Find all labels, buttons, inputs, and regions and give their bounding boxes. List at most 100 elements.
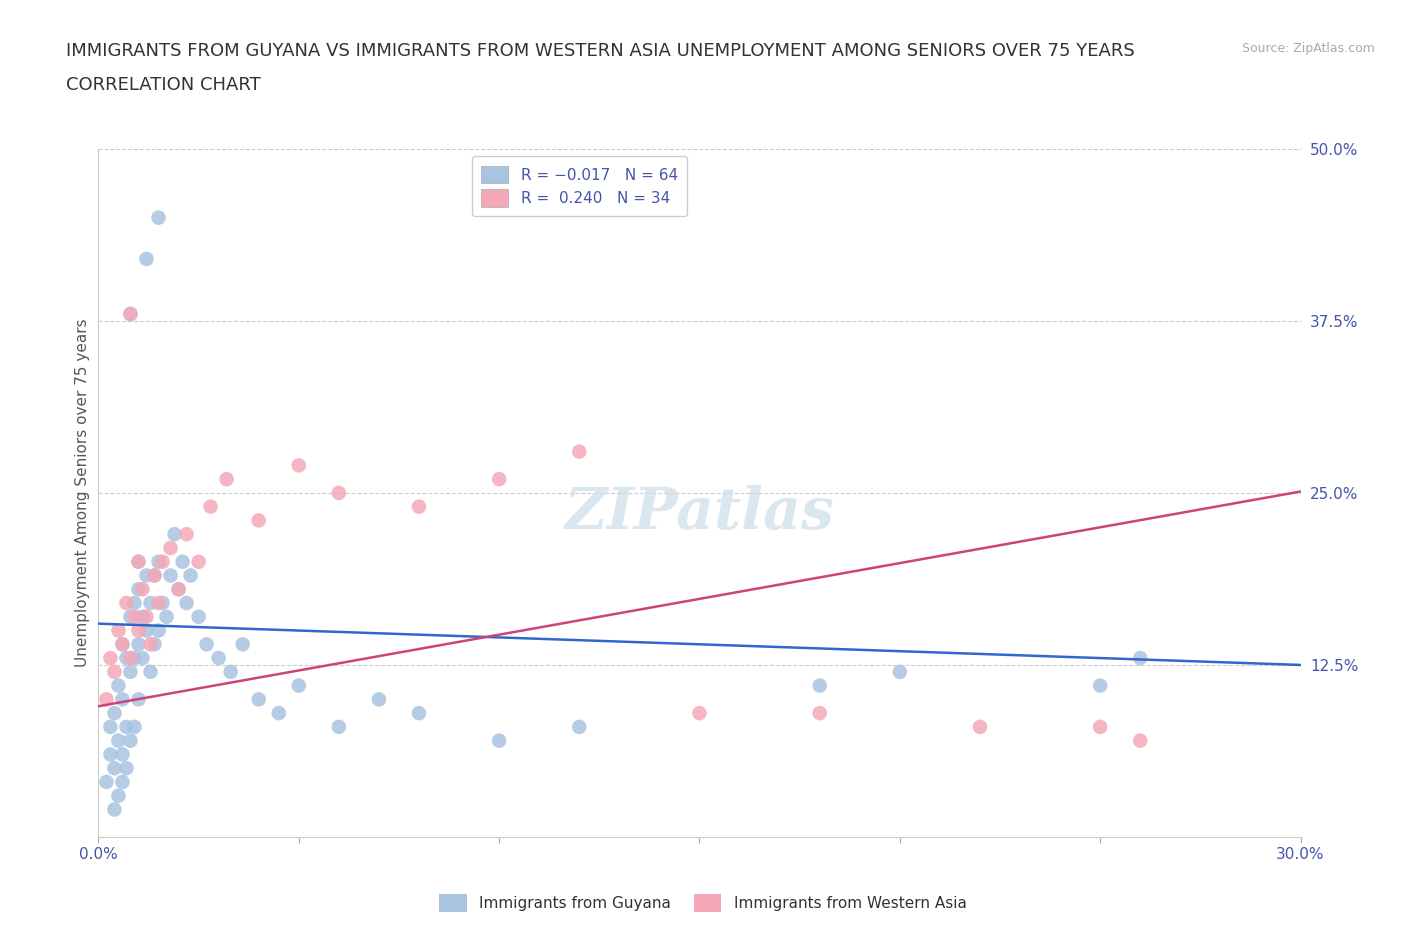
Text: ZIPatlas: ZIPatlas xyxy=(565,485,834,542)
Point xyxy=(159,540,181,555)
Point xyxy=(120,651,142,666)
Point xyxy=(111,747,134,762)
Point xyxy=(103,664,125,679)
Point xyxy=(139,664,162,679)
Point xyxy=(808,706,831,721)
Point xyxy=(107,733,129,748)
Point xyxy=(131,582,153,597)
Point xyxy=(889,664,911,679)
Point xyxy=(152,554,174,569)
Point xyxy=(139,637,162,652)
Point xyxy=(969,720,991,735)
Point xyxy=(159,568,181,583)
Point xyxy=(100,720,122,735)
Point xyxy=(143,568,166,583)
Point xyxy=(115,761,138,776)
Point xyxy=(180,568,202,583)
Point xyxy=(187,554,209,569)
Point xyxy=(107,678,129,693)
Point xyxy=(368,692,391,707)
Point xyxy=(1088,678,1111,693)
Point xyxy=(288,458,311,472)
Point xyxy=(111,637,134,652)
Point xyxy=(135,568,157,583)
Point xyxy=(107,623,129,638)
Legend: Immigrants from Guyana, Immigrants from Western Asia: Immigrants from Guyana, Immigrants from … xyxy=(433,888,973,918)
Point xyxy=(120,609,142,624)
Point xyxy=(128,692,150,707)
Point xyxy=(124,720,146,735)
Point xyxy=(568,445,591,459)
Point xyxy=(152,595,174,610)
Point xyxy=(128,554,150,569)
Point xyxy=(328,485,350,500)
Point xyxy=(96,692,118,707)
Point xyxy=(215,472,238,486)
Point xyxy=(96,775,118,790)
Point xyxy=(143,568,166,583)
Point xyxy=(103,706,125,721)
Point xyxy=(128,637,150,652)
Text: CORRELATION CHART: CORRELATION CHART xyxy=(66,76,262,94)
Point xyxy=(247,513,270,528)
Point xyxy=(163,526,186,541)
Point xyxy=(200,499,222,514)
Point xyxy=(167,582,190,597)
Point xyxy=(128,623,150,638)
Point xyxy=(195,637,218,652)
Point xyxy=(124,595,146,610)
Y-axis label: Unemployment Among Seniors over 75 years: Unemployment Among Seniors over 75 years xyxy=(75,319,90,667)
Point xyxy=(288,678,311,693)
Point xyxy=(135,623,157,638)
Point xyxy=(120,307,142,322)
Point xyxy=(1088,720,1111,735)
Point xyxy=(111,692,134,707)
Point xyxy=(247,692,270,707)
Point xyxy=(131,609,153,624)
Point xyxy=(148,210,170,225)
Point xyxy=(408,706,430,721)
Point xyxy=(808,678,831,693)
Point xyxy=(115,720,138,735)
Point xyxy=(176,526,198,541)
Point xyxy=(1129,733,1152,748)
Point xyxy=(139,595,162,610)
Point xyxy=(128,554,150,569)
Point xyxy=(100,747,122,762)
Point xyxy=(148,623,170,638)
Point xyxy=(100,651,122,666)
Point xyxy=(176,595,198,610)
Point xyxy=(148,595,170,610)
Text: IMMIGRANTS FROM GUYANA VS IMMIGRANTS FROM WESTERN ASIA UNEMPLOYMENT AMONG SENIOR: IMMIGRANTS FROM GUYANA VS IMMIGRANTS FRO… xyxy=(66,42,1135,60)
Point xyxy=(124,609,146,624)
Point xyxy=(328,720,350,735)
Point xyxy=(148,554,170,569)
Point xyxy=(219,664,242,679)
Point xyxy=(187,609,209,624)
Text: Source: ZipAtlas.com: Source: ZipAtlas.com xyxy=(1241,42,1375,55)
Point xyxy=(208,651,231,666)
Point xyxy=(568,720,591,735)
Legend: R = −0.017   N = 64, R =  0.240   N = 34: R = −0.017 N = 64, R = 0.240 N = 34 xyxy=(471,156,688,216)
Point xyxy=(115,651,138,666)
Point xyxy=(232,637,254,652)
Point xyxy=(115,595,138,610)
Point xyxy=(120,664,142,679)
Point xyxy=(143,637,166,652)
Point xyxy=(111,775,134,790)
Point xyxy=(488,472,510,486)
Point xyxy=(124,651,146,666)
Point xyxy=(408,499,430,514)
Point xyxy=(267,706,290,721)
Point xyxy=(103,802,125,817)
Point xyxy=(172,554,194,569)
Point xyxy=(488,733,510,748)
Point xyxy=(131,651,153,666)
Point xyxy=(689,706,711,721)
Point xyxy=(107,789,129,804)
Point xyxy=(103,761,125,776)
Point xyxy=(111,637,134,652)
Point xyxy=(1129,651,1152,666)
Point xyxy=(135,609,157,624)
Point xyxy=(155,609,177,624)
